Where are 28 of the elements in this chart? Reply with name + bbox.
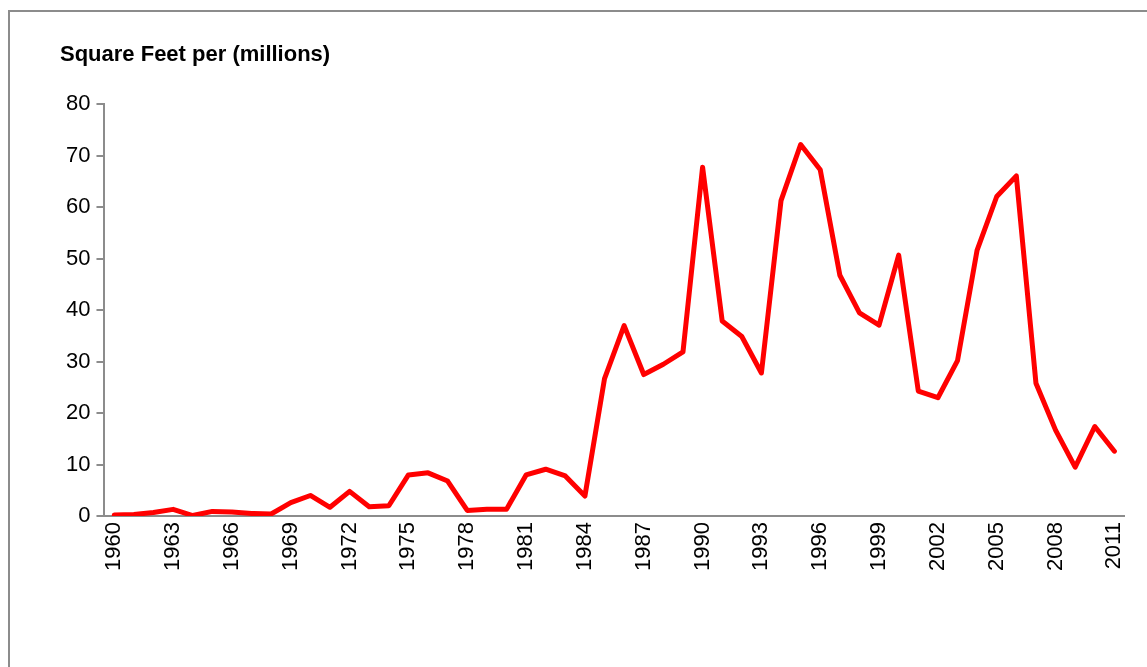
x-tick-label: 1981: [512, 522, 538, 572]
y-tick-label: 30: [65, 347, 91, 373]
y-tick-label: 70: [65, 141, 91, 167]
chart-title: Square Feet per (millions): [60, 41, 331, 67]
x-tick-label: 1999: [865, 522, 891, 572]
y-tick-label: 50: [65, 244, 91, 270]
x-tick-label: 1963: [159, 522, 185, 572]
x-tick-label: 1984: [570, 522, 596, 572]
y-tick-label: 20: [65, 399, 91, 425]
x-tick-label: 1993: [747, 522, 773, 572]
x-tick-label: 2005: [982, 522, 1008, 572]
x-tick-label: 1969: [276, 522, 302, 572]
y-tick-label: 80: [65, 90, 91, 116]
x-tick-label: 2011: [1100, 522, 1126, 570]
x-tick-label: 1975: [394, 522, 420, 572]
x-tick-label: 1960: [100, 522, 126, 572]
x-tick-label: 2002: [923, 522, 949, 572]
y-tick-label: 40: [65, 296, 91, 322]
x-tick-label: 1966: [218, 522, 243, 572]
x-tick-label: 1972: [335, 522, 361, 572]
x-tick-label: 1990: [688, 522, 714, 572]
y-tick-label: 60: [65, 193, 91, 219]
y-tick-label: 0: [78, 502, 91, 528]
x-tick-label: 2008: [1041, 522, 1067, 572]
x-tick-label: 1978: [453, 522, 479, 572]
y-tick-label: 10: [65, 450, 91, 476]
x-tick-label: 1987: [629, 522, 655, 572]
x-tick-label: 1996: [806, 522, 832, 572]
